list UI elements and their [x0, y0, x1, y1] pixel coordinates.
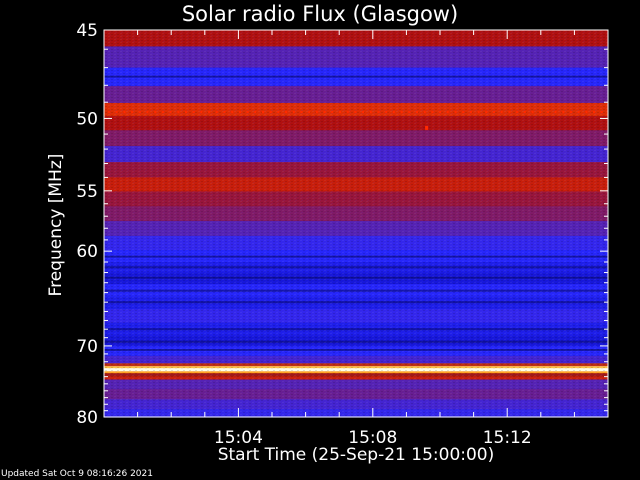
- interference-dot: [346, 111, 349, 113]
- interference-dot: [285, 111, 288, 113]
- interference-dot: [215, 111, 218, 113]
- x-tick-label: 15:08: [348, 428, 397, 448]
- interference-dot: [377, 111, 380, 113]
- interference-dot: [169, 111, 172, 113]
- interference-dot: [246, 111, 249, 113]
- interference-dot: [554, 111, 557, 113]
- interference-dot: [516, 111, 519, 113]
- interference-dot: [262, 111, 264, 113]
- plot-frame: [103, 29, 609, 418]
- interference-dot: [446, 111, 449, 113]
- y-tick-label: 60: [76, 242, 98, 262]
- interference-dot: [108, 111, 110, 113]
- interference-dot: [562, 111, 565, 113]
- interference-dot: [423, 111, 426, 113]
- burst-spot: [425, 125, 429, 130]
- interference-dot: [400, 111, 403, 113]
- y-tick-label: 50: [76, 110, 98, 130]
- interference-dot: [523, 111, 526, 113]
- interference-dot: [531, 111, 534, 113]
- interference-dot: [115, 111, 118, 113]
- interference-dot: [362, 111, 365, 113]
- interference-dot: [231, 111, 234, 113]
- interference-dot: [439, 111, 442, 113]
- interference-dot: [593, 111, 596, 113]
- interference-dot: [493, 111, 495, 113]
- interference-dot: [385, 111, 388, 113]
- interference-dot: [161, 111, 164, 113]
- interference-dot: [200, 111, 203, 113]
- y-tick-label: 45: [76, 21, 98, 41]
- interference-dot: [500, 111, 503, 113]
- y-axis-label: Frequency [MHz]: [46, 153, 66, 297]
- interference-dot: [408, 111, 411, 113]
- x-tick-label: 15:12: [483, 428, 532, 448]
- interference-dot: [315, 111, 318, 113]
- interference-dot: [454, 111, 457, 113]
- interference-dot: [238, 111, 241, 113]
- interference-dot: [585, 111, 588, 113]
- interference-dot: [477, 111, 480, 113]
- interference-dot: [154, 111, 157, 113]
- interference-dot: [570, 111, 572, 113]
- interference-dot: [177, 111, 180, 113]
- interference-dot: [354, 111, 357, 113]
- interference-dot: [508, 111, 511, 113]
- interference-dot: [323, 111, 326, 113]
- interference-dot: [600, 111, 603, 113]
- chart-title: Solar radio Flux (Glasgow): [181, 2, 459, 26]
- interference-dot: [223, 111, 226, 113]
- interference-dot: [300, 111, 303, 113]
- y-tick-label: 80: [76, 408, 98, 428]
- interference-dot: [392, 111, 395, 113]
- y-tick-label: 70: [76, 337, 98, 357]
- x-axis-label: Start Time (25-Sep-21 15:00:00): [217, 445, 495, 465]
- interference-dot: [431, 111, 434, 113]
- interference-dot: [469, 111, 472, 113]
- updated-timestamp: Updated Sat Oct 9 08:16:26 2021: [1, 469, 153, 479]
- interference-dot: [138, 111, 141, 113]
- interference-dot: [254, 111, 257, 113]
- interference-dot: [277, 111, 280, 113]
- interference-dot: [369, 111, 372, 113]
- interference-dot: [292, 111, 295, 113]
- interference-dot: [416, 111, 418, 113]
- interference-dot: [131, 111, 134, 113]
- interference-dot: [208, 111, 211, 113]
- interference-dot: [192, 111, 195, 113]
- interference-dot: [546, 111, 549, 113]
- interference-dot: [339, 111, 341, 113]
- interference-dot: [308, 111, 311, 113]
- interference-dot: [539, 111, 542, 113]
- interference-dot: [577, 111, 580, 113]
- interference-dot: [462, 111, 465, 113]
- interference-dot: [146, 111, 149, 113]
- noise-texture: [104, 30, 608, 417]
- interference-dot: [331, 111, 334, 113]
- y-tick-label: 55: [76, 182, 98, 202]
- interference-dot: [269, 111, 272, 113]
- interference-dot: [185, 111, 187, 113]
- interference-dot: [123, 111, 126, 113]
- x-tick-label: 15:04: [214, 428, 263, 448]
- interference-dot: [485, 111, 488, 113]
